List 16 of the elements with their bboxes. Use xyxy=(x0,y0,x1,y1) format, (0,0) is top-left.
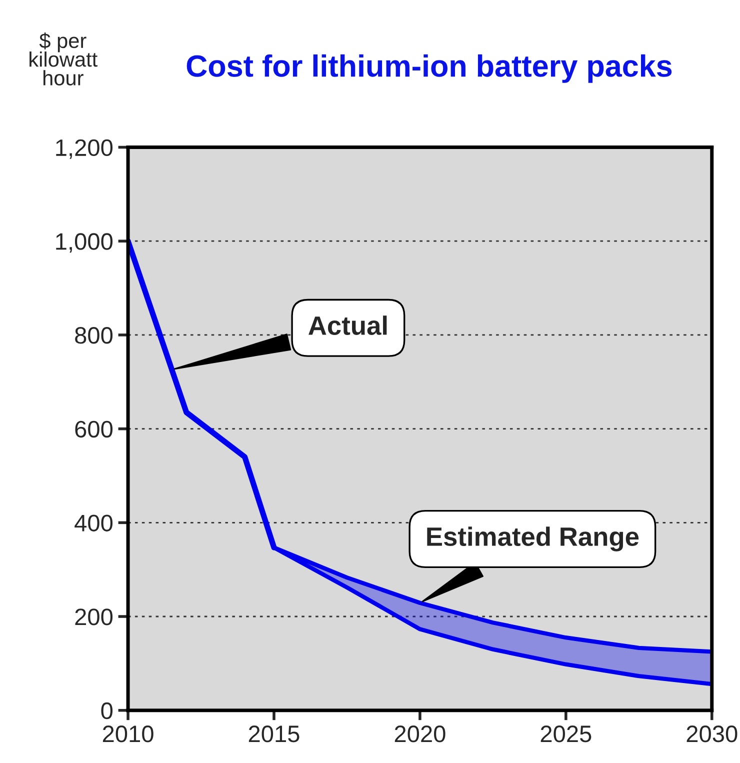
y-axis-title: $ per kilowatt hour xyxy=(30,32,98,86)
y-tick-label: 1,200 xyxy=(56,139,113,159)
x-tick-label: 2015 xyxy=(248,726,300,742)
x-tick-label: 2025 xyxy=(540,726,592,742)
x-tick-label: 2030 xyxy=(686,726,738,742)
x-tick-label: 2010 xyxy=(102,726,154,742)
x-tick-label: 2020 xyxy=(394,726,446,742)
y-tick-label: 800 xyxy=(75,327,113,344)
y-tick-label: 1,000 xyxy=(56,233,113,253)
chart-title: Cost for lithium-ion battery packs xyxy=(186,54,672,83)
y-tick-label: 0 xyxy=(101,702,113,720)
y-tick-label: 200 xyxy=(75,608,113,626)
y-tick-label: 600 xyxy=(75,420,113,438)
series-label: Estimated Range xyxy=(427,526,639,552)
text: Actual xyxy=(308,316,387,335)
y-tick-label: 400 xyxy=(74,514,113,532)
